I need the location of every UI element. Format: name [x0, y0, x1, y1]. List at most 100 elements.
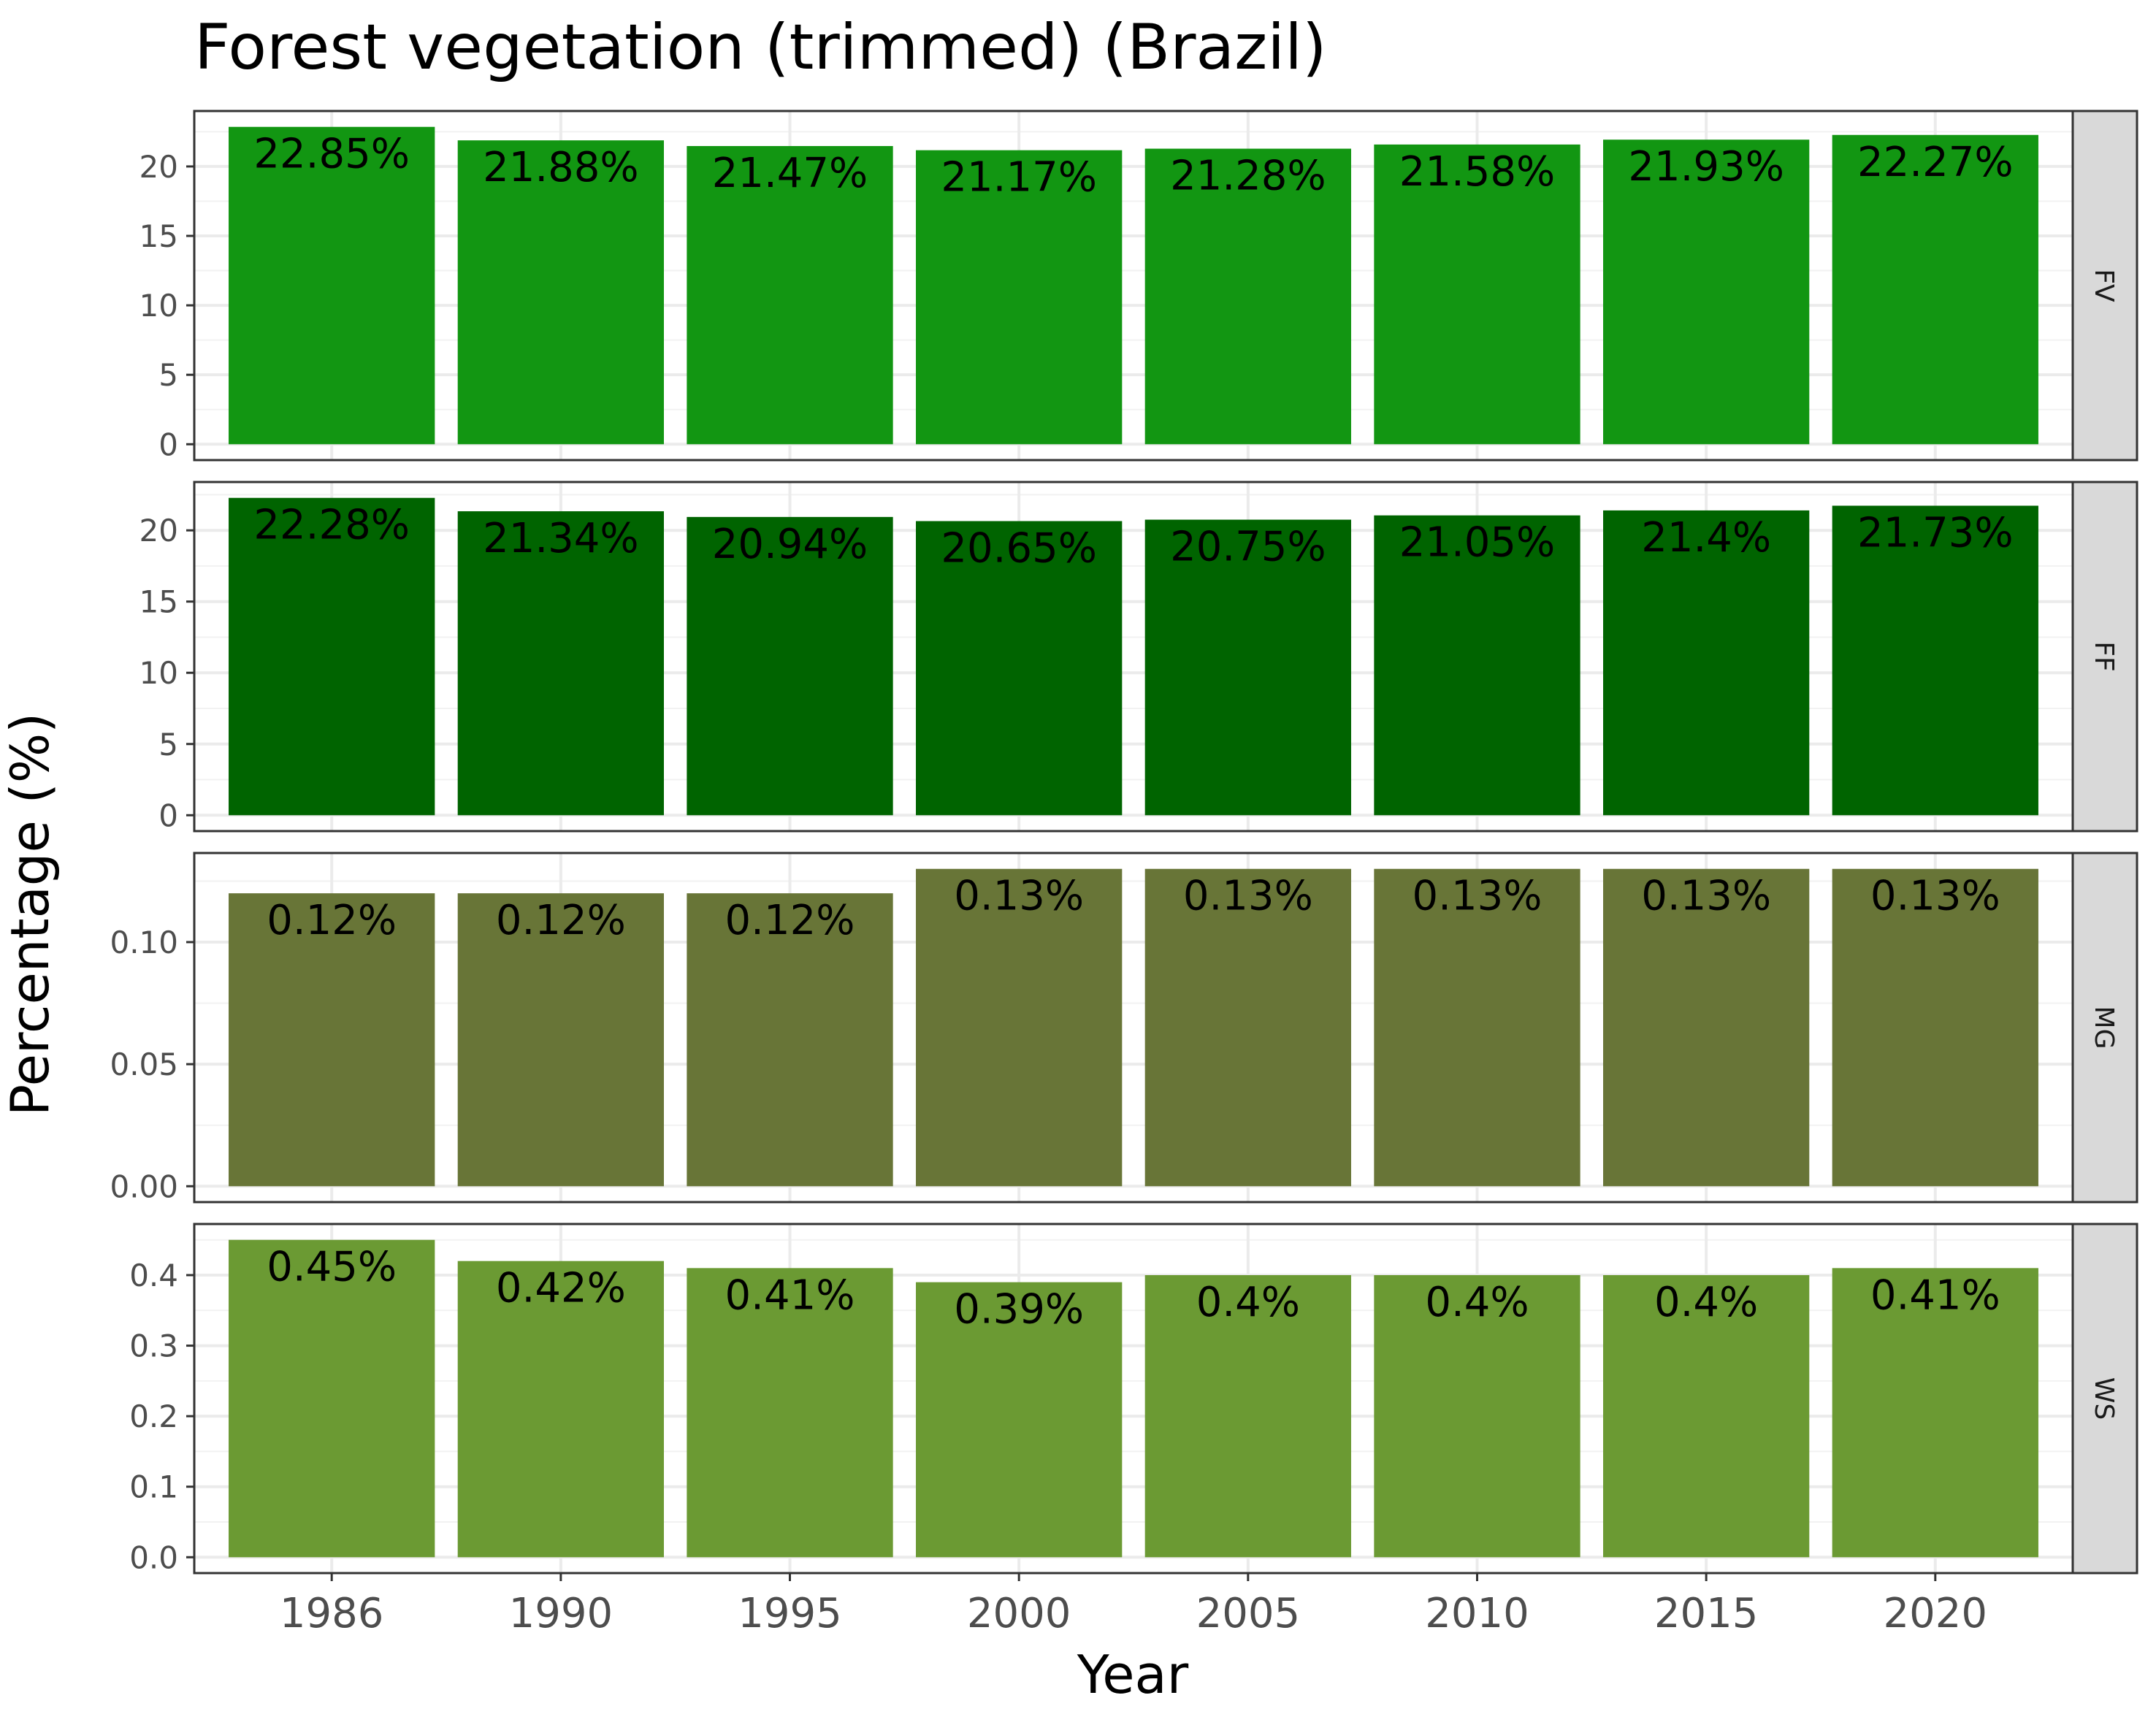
- bar-ws-2005: [1144, 1275, 1351, 1558]
- y-tick-label: 5: [158, 357, 178, 393]
- facet-panels: 22.85% 21.88% 21.47% 21.17% 21.28% 21.58% 21.9…: [110, 110, 2138, 1575]
- bar-ff-2005: [1144, 519, 1351, 816]
- data-label: 0.42%: [496, 1265, 626, 1312]
- y-tick-label: 0.00: [110, 1169, 178, 1204]
- y-tick-label: 15: [139, 584, 178, 620]
- facet-panel-ff: 22.28% 21.34% 20.94% 20.65% 20.75% 21.05% 21.4…: [139, 481, 2138, 833]
- bar-ff-1990: [457, 511, 664, 816]
- bar-ws-2020: [1832, 1268, 2038, 1558]
- data-label: 0.13%: [1870, 873, 2000, 920]
- bar-ff-2010: [1374, 515, 1580, 816]
- data-label: 20.94%: [712, 521, 868, 568]
- bar-mg-2000: [916, 868, 1123, 1187]
- data-label: 21.88%: [483, 144, 639, 191]
- data-label: 0.41%: [1870, 1271, 2000, 1319]
- data-label: 22.28%: [253, 502, 410, 549]
- chart-title: Forest vegetation (trimmed) (Brazil): [194, 11, 1327, 84]
- y-tick-label: 0: [158, 427, 178, 462]
- facet-strip-label: MG: [2089, 1006, 2119, 1049]
- data-label: 21.05%: [1399, 519, 1556, 567]
- data-label: 0.4%: [1196, 1279, 1300, 1326]
- y-tick-label: 0.3: [129, 1328, 178, 1364]
- bar-mg-1986: [229, 893, 435, 1187]
- y-tick-label: 0.1: [129, 1469, 178, 1505]
- data-label: 21.93%: [1628, 143, 1784, 191]
- y-tick-label: 5: [158, 727, 178, 762]
- data-label: 21.73%: [1857, 509, 2014, 556]
- bar-ff-2020: [1832, 505, 2038, 816]
- bar-ws-2010: [1374, 1275, 1580, 1558]
- bar-mg-1995: [687, 893, 893, 1187]
- facet-strip: [2071, 1223, 2138, 1575]
- data-label: 0.4%: [1425, 1279, 1529, 1326]
- bar-ff-2000: [916, 521, 1123, 816]
- bar-mg-2015: [1603, 868, 1810, 1187]
- y-tick-label: 0: [158, 798, 178, 833]
- x-tick-label: 2020: [1884, 1590, 1988, 1637]
- facet-panel-ws: 0.45% 0.42% 0.41% 0.39% 0.4% 0.4% 0.4% 0.41% 0.0…: [129, 1223, 2138, 1575]
- data-label: 0.13%: [1641, 873, 1771, 920]
- y-tick-label: 0.05: [110, 1047, 178, 1082]
- bar-fv-1986: [229, 126, 435, 445]
- y-tick-label: 0.10: [110, 925, 178, 960]
- data-label: 0.4%: [1654, 1279, 1758, 1326]
- y-tick-label: 10: [139, 288, 178, 324]
- bar-ff-1986: [229, 497, 435, 816]
- y-tick-label: 0.0: [129, 1540, 178, 1575]
- bar-ws-2015: [1603, 1275, 1810, 1558]
- x-tick-label: 1986: [280, 1590, 384, 1637]
- bar-ws-1986: [229, 1239, 435, 1558]
- y-axis-title: Percentage (%): [0, 713, 61, 1117]
- data-label: 21.4%: [1641, 514, 1771, 562]
- bar-fv-2000: [916, 150, 1123, 445]
- facet-strip-label: FF: [2089, 641, 2119, 671]
- x-tick-label: 2000: [967, 1590, 1071, 1637]
- y-tick-label: 0.2: [129, 1399, 178, 1434]
- facet-strip: [2071, 852, 2138, 1204]
- x-tick-label: 2010: [1425, 1590, 1529, 1637]
- data-label: 21.28%: [1170, 153, 1326, 200]
- bar-ws-1995: [687, 1268, 893, 1558]
- data-label: 21.47%: [712, 150, 868, 197]
- bar-mg-2005: [1144, 868, 1351, 1187]
- bar-fv-1995: [687, 145, 893, 445]
- facet-strip: [2071, 110, 2138, 462]
- data-label: 22.85%: [253, 131, 410, 178]
- x-tick-label: 1995: [738, 1590, 842, 1637]
- facet-strip-label: WS: [2089, 1377, 2119, 1420]
- x-axis: 1986 1990 1995 2000 2005 2010 2015 2020: [280, 1573, 1987, 1637]
- data-label: 0.13%: [1413, 873, 1543, 920]
- bar-ws-1990: [457, 1261, 664, 1558]
- data-label: 20.65%: [941, 525, 1097, 573]
- facet-panel-mg: 0.12% 0.12% 0.12% 0.13% 0.13% 0.13% 0.13% 0.13%…: [110, 852, 2138, 1204]
- data-label: 21.34%: [483, 515, 639, 562]
- y-tick-label: 15: [139, 218, 178, 254]
- data-label: 0.39%: [954, 1286, 1084, 1334]
- facet-panel-fv: 22.85% 21.88% 21.47% 21.17% 21.28% 21.58% 21.9…: [139, 110, 2138, 462]
- data-label: 0.12%: [725, 897, 855, 944]
- data-label: 0.12%: [496, 897, 626, 944]
- bar-mg-2020: [1832, 868, 2038, 1187]
- bar-ws-2000: [916, 1282, 1123, 1558]
- data-label: 0.12%: [267, 897, 397, 944]
- bar-ff-2015: [1603, 510, 1810, 816]
- data-label: 21.17%: [941, 154, 1097, 202]
- bar-ff-1995: [687, 516, 893, 816]
- x-tick-label: 2015: [1654, 1590, 1759, 1637]
- facet-strip-label: FV: [2089, 269, 2119, 302]
- data-label: 21.58%: [1399, 148, 1556, 196]
- data-label: 0.41%: [725, 1271, 855, 1319]
- bar-fv-2010: [1374, 144, 1580, 445]
- facet-strip: [2071, 481, 2138, 833]
- x-axis-title: Year: [1077, 1644, 1189, 1705]
- y-tick-label: 20: [139, 149, 178, 185]
- data-label: 0.45%: [267, 1244, 397, 1291]
- data-label: 22.27%: [1857, 139, 2014, 186]
- data-label: 20.75%: [1170, 524, 1326, 571]
- bar-mg-2010: [1374, 868, 1580, 1187]
- bar-fv-2020: [1832, 134, 2038, 445]
- y-tick-label: 20: [139, 513, 178, 548]
- bar-fv-1990: [457, 140, 664, 445]
